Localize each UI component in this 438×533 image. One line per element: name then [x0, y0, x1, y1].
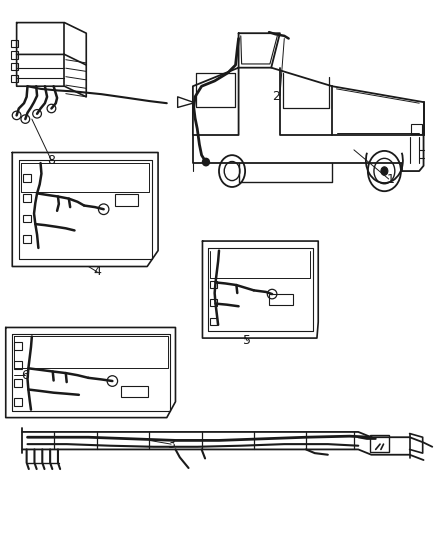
- Bar: [121, 386, 148, 398]
- Text: 4: 4: [93, 265, 101, 278]
- Text: 1: 1: [387, 173, 395, 185]
- Bar: [11, 63, 18, 70]
- Bar: [11, 51, 18, 59]
- Ellipse shape: [202, 158, 209, 166]
- Bar: [115, 194, 138, 206]
- Text: 8: 8: [47, 154, 56, 167]
- Bar: [14, 398, 22, 406]
- Bar: [411, 124, 422, 134]
- Bar: [14, 361, 22, 369]
- Bar: [11, 39, 18, 47]
- Ellipse shape: [381, 167, 388, 175]
- Bar: [11, 75, 18, 82]
- Bar: [23, 174, 31, 182]
- Bar: [23, 195, 31, 203]
- Text: 6: 6: [21, 369, 29, 382]
- Bar: [14, 342, 22, 350]
- Bar: [210, 318, 217, 325]
- Bar: [371, 435, 389, 452]
- Bar: [14, 379, 22, 387]
- Text: 2: 2: [272, 90, 279, 103]
- Text: 5: 5: [243, 334, 251, 347]
- Bar: [210, 300, 217, 306]
- Bar: [210, 281, 217, 288]
- Bar: [269, 294, 293, 305]
- Text: 3: 3: [167, 438, 175, 450]
- Bar: [23, 215, 31, 222]
- Bar: [23, 235, 31, 243]
